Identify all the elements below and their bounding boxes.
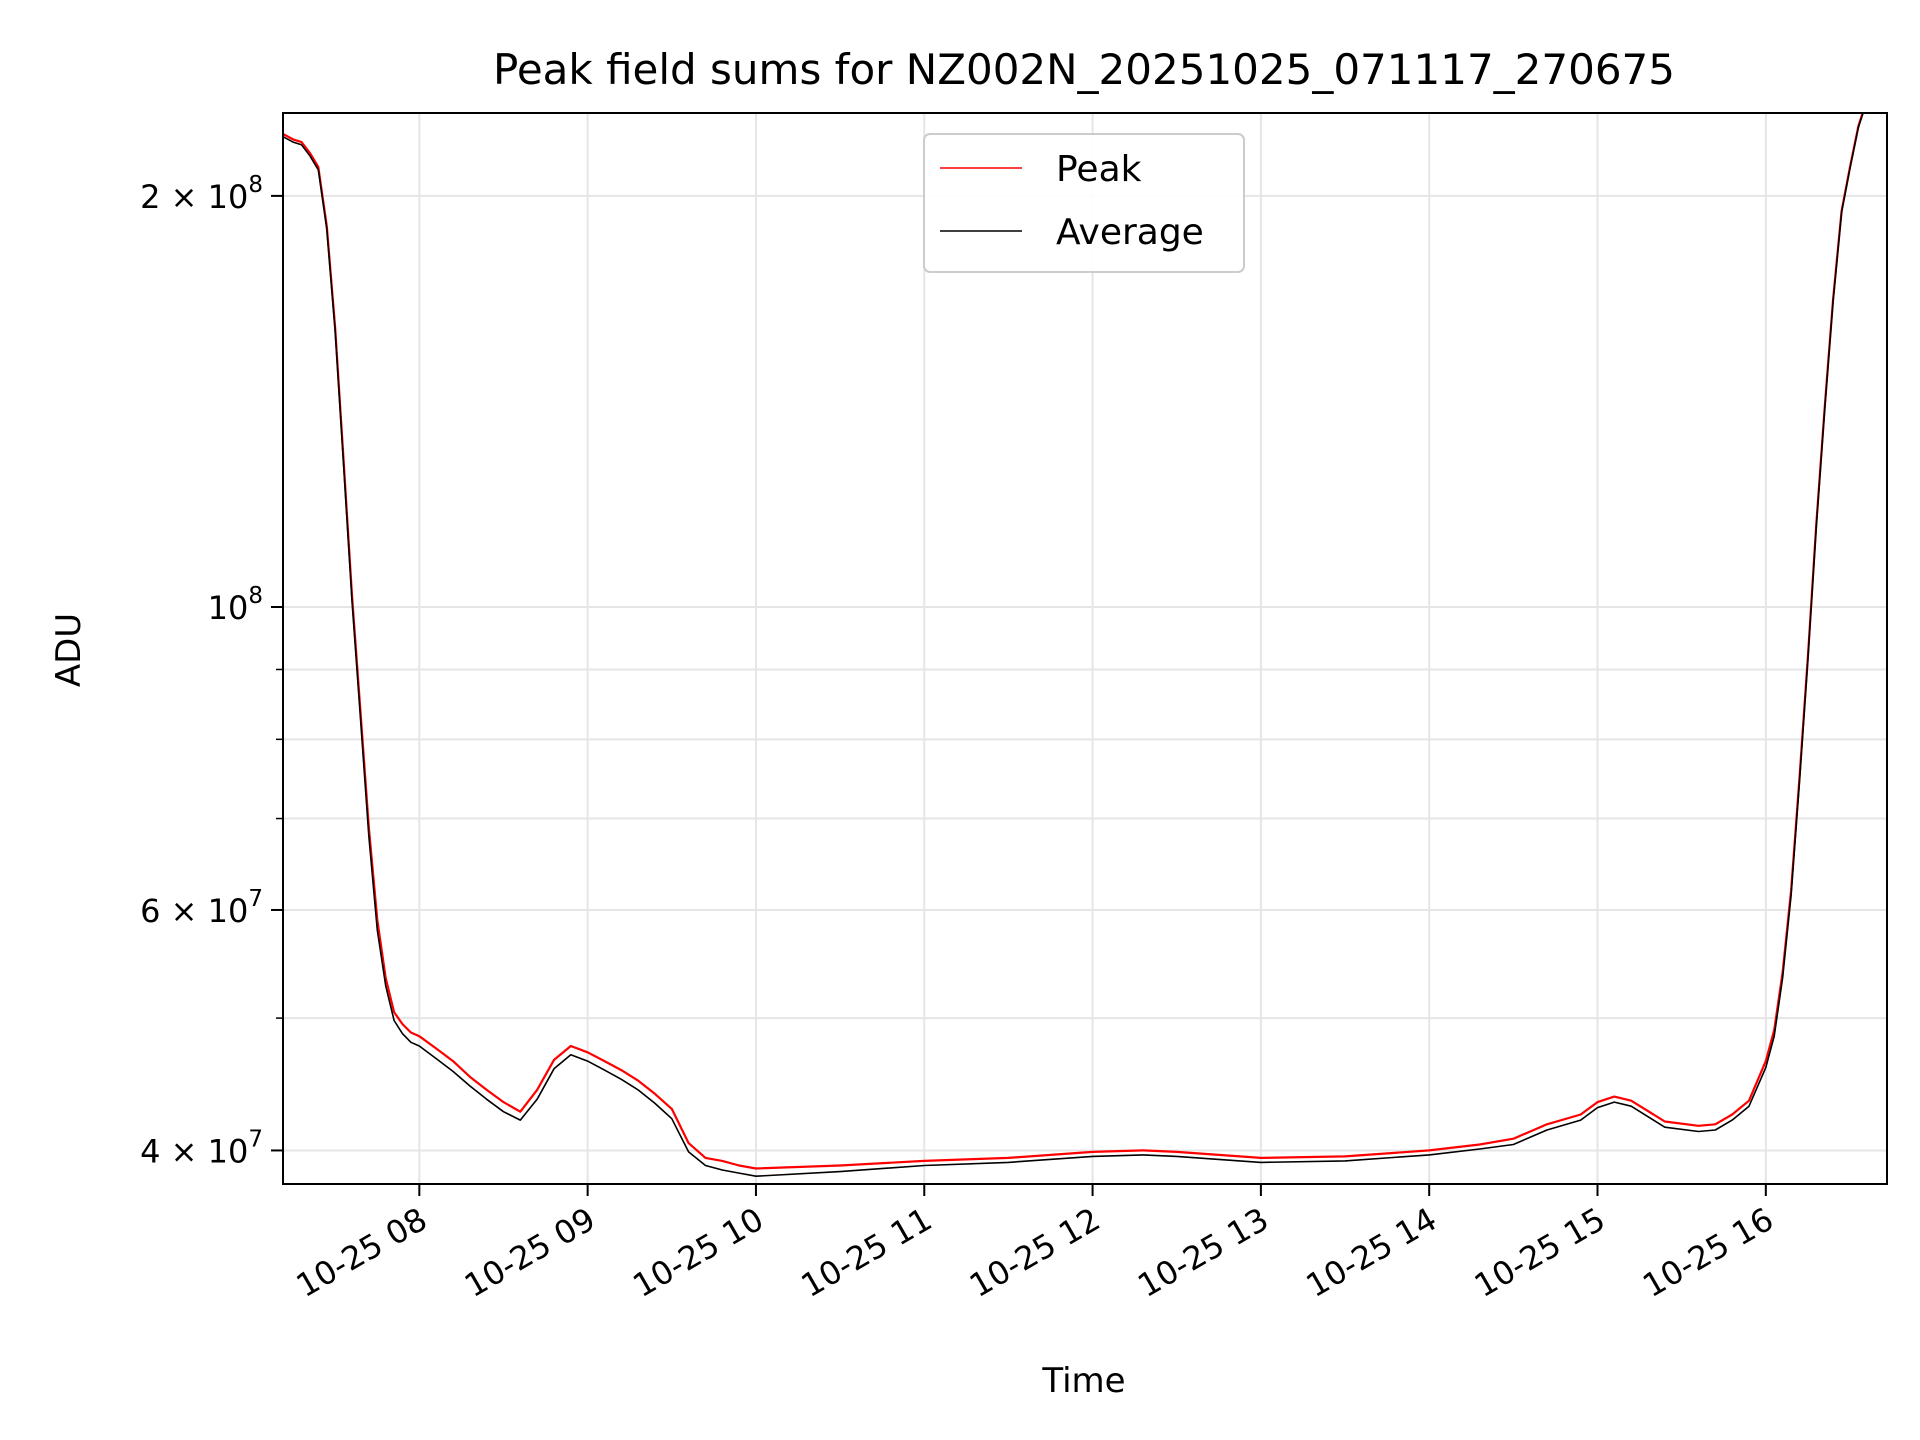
y-axis-label: ADU: [49, 613, 89, 687]
legend-peak-label: Peak: [1056, 149, 1142, 190]
y-tick-label: 2 × 108: [140, 172, 263, 216]
grid: [283, 113, 1887, 1184]
legend: Peak Average: [923, 133, 1245, 273]
chart-title: Peak field sums for NZ002N_20251025_0711…: [493, 45, 1675, 94]
x-axis-label: Time: [1041, 1361, 1125, 1401]
series-layer: [283, 113, 1864, 1177]
plot-frame: [282, 112, 1888, 1185]
legend-average-label: Average: [1056, 212, 1204, 253]
y-tick-label: 4 × 107: [140, 1126, 263, 1170]
y-tick-label: 6 × 107: [140, 886, 263, 930]
series-line-average: [283, 113, 1864, 1177]
series-line-peak: [283, 113, 1864, 1170]
